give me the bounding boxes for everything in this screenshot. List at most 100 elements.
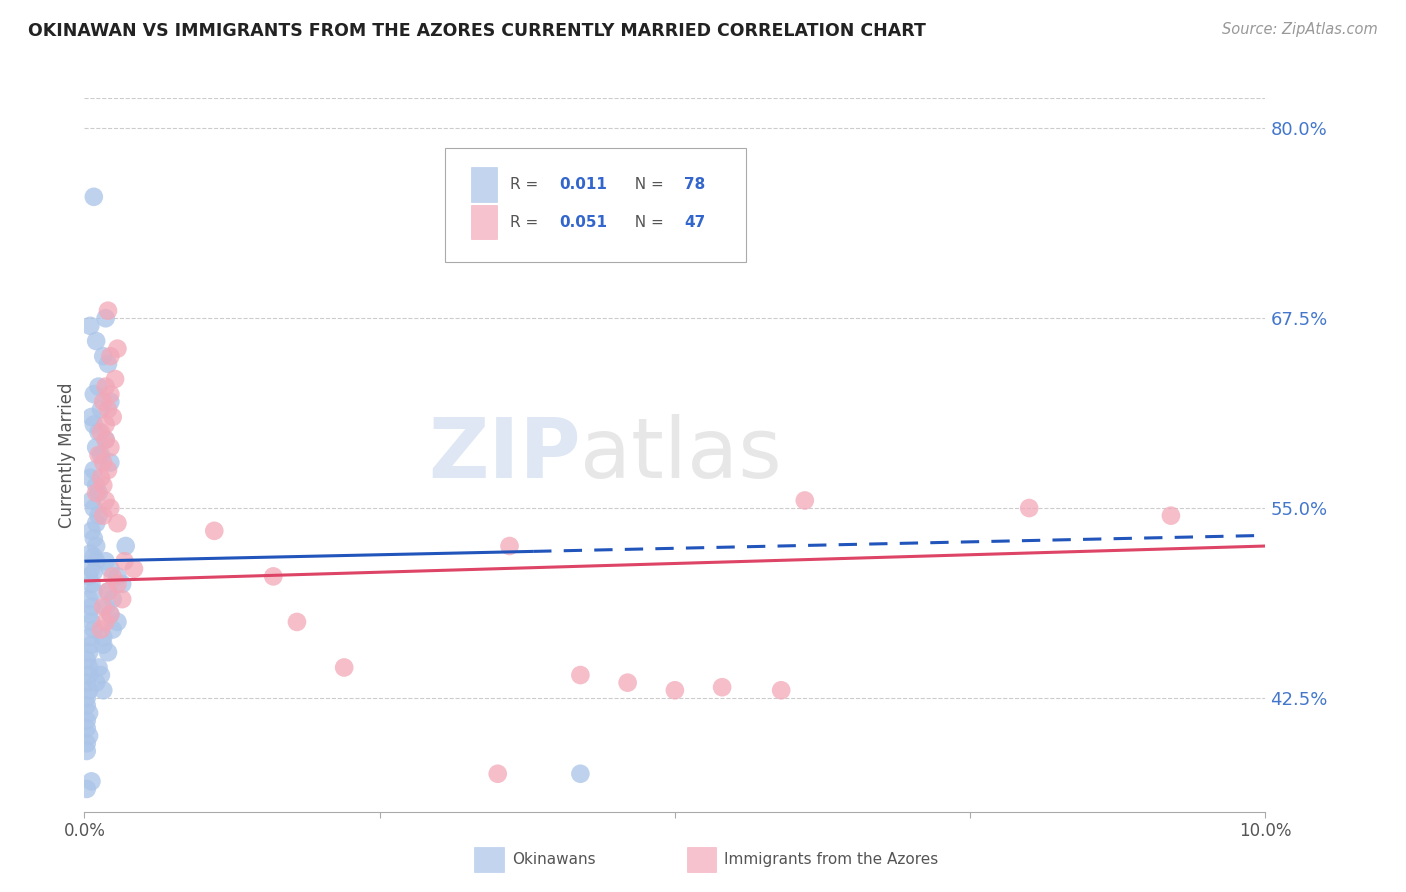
Point bbox=[94, 433, 117, 447]
Point bbox=[84, 440, 107, 454]
Point bbox=[98, 387, 121, 401]
Point bbox=[262, 569, 284, 583]
Text: Immigrants from the Azores: Immigrants from the Azores bbox=[724, 852, 939, 867]
Point bbox=[98, 440, 121, 454]
Point bbox=[98, 349, 121, 363]
FancyBboxPatch shape bbox=[444, 148, 745, 262]
Point bbox=[77, 645, 100, 659]
Point bbox=[486, 766, 509, 780]
Point bbox=[80, 562, 103, 576]
Point bbox=[83, 190, 105, 204]
Text: N =: N = bbox=[626, 215, 669, 230]
Point bbox=[1018, 501, 1040, 516]
Point bbox=[76, 653, 98, 667]
Point bbox=[793, 493, 815, 508]
Point bbox=[202, 524, 225, 538]
Point bbox=[498, 539, 520, 553]
Point bbox=[77, 592, 100, 607]
Point bbox=[97, 357, 120, 371]
Point bbox=[101, 592, 124, 607]
Point bbox=[76, 736, 98, 750]
Point bbox=[91, 456, 114, 470]
Point bbox=[83, 417, 105, 432]
Point bbox=[91, 478, 114, 492]
Point bbox=[77, 668, 100, 682]
Point bbox=[80, 409, 103, 424]
Point bbox=[97, 584, 120, 599]
Point bbox=[80, 524, 103, 538]
Point bbox=[98, 562, 121, 576]
Point bbox=[90, 623, 112, 637]
Text: N =: N = bbox=[626, 177, 669, 192]
Point bbox=[98, 501, 121, 516]
Point bbox=[90, 471, 112, 485]
Point bbox=[91, 349, 114, 363]
Point bbox=[107, 342, 129, 356]
Point bbox=[94, 493, 117, 508]
Point bbox=[91, 630, 114, 644]
Point bbox=[285, 615, 308, 629]
Point bbox=[333, 660, 356, 674]
Point bbox=[80, 774, 103, 789]
Point bbox=[98, 456, 121, 470]
Point bbox=[91, 508, 114, 523]
Point bbox=[84, 334, 107, 348]
Point bbox=[107, 569, 129, 583]
Point bbox=[770, 683, 793, 698]
Bar bbox=[686, 847, 716, 872]
Point bbox=[84, 516, 107, 531]
Point bbox=[91, 638, 114, 652]
Point bbox=[711, 680, 734, 694]
Point bbox=[79, 471, 101, 485]
Point bbox=[98, 394, 121, 409]
Point bbox=[97, 645, 120, 659]
Point bbox=[94, 554, 117, 568]
Point bbox=[90, 425, 112, 439]
Text: OKINAWAN VS IMMIGRANTS FROM THE AZORES CURRENTLY MARRIED CORRELATION CHART: OKINAWAN VS IMMIGRANTS FROM THE AZORES C… bbox=[28, 22, 927, 40]
Point bbox=[94, 379, 117, 393]
Point bbox=[80, 615, 103, 629]
Point bbox=[94, 599, 117, 614]
Point bbox=[84, 554, 107, 568]
Point bbox=[101, 569, 124, 583]
Point bbox=[79, 318, 101, 333]
Point bbox=[83, 463, 105, 477]
Point bbox=[107, 516, 129, 531]
Point bbox=[84, 675, 107, 690]
Text: 0.051: 0.051 bbox=[560, 215, 607, 230]
Bar bbox=[471, 205, 496, 239]
Point bbox=[76, 781, 98, 796]
Point bbox=[83, 623, 105, 637]
Point bbox=[87, 508, 110, 523]
Point bbox=[76, 675, 98, 690]
Point bbox=[101, 623, 124, 637]
Point bbox=[97, 463, 120, 477]
Text: ZIP: ZIP bbox=[427, 415, 581, 495]
Point bbox=[87, 448, 110, 462]
Point bbox=[114, 539, 136, 553]
Point bbox=[114, 554, 136, 568]
Point bbox=[91, 683, 114, 698]
Text: Source: ZipAtlas.com: Source: ZipAtlas.com bbox=[1222, 22, 1378, 37]
Text: 47: 47 bbox=[685, 215, 706, 230]
Point bbox=[104, 372, 127, 386]
Point bbox=[97, 303, 120, 318]
Point bbox=[80, 638, 103, 652]
Y-axis label: Currently Married: Currently Married bbox=[58, 382, 76, 528]
Point bbox=[77, 607, 100, 622]
Text: 0.011: 0.011 bbox=[560, 177, 607, 192]
Point bbox=[107, 615, 129, 629]
Point bbox=[83, 549, 105, 564]
Point bbox=[87, 379, 110, 393]
Point bbox=[1160, 508, 1182, 523]
Point bbox=[77, 683, 100, 698]
Point bbox=[90, 668, 112, 682]
Point bbox=[90, 402, 112, 417]
Point bbox=[79, 547, 101, 561]
Point bbox=[94, 433, 117, 447]
Point bbox=[84, 539, 107, 553]
Point bbox=[107, 577, 129, 591]
Text: atlas: atlas bbox=[581, 415, 782, 495]
Point bbox=[87, 660, 110, 674]
Point bbox=[569, 766, 592, 780]
